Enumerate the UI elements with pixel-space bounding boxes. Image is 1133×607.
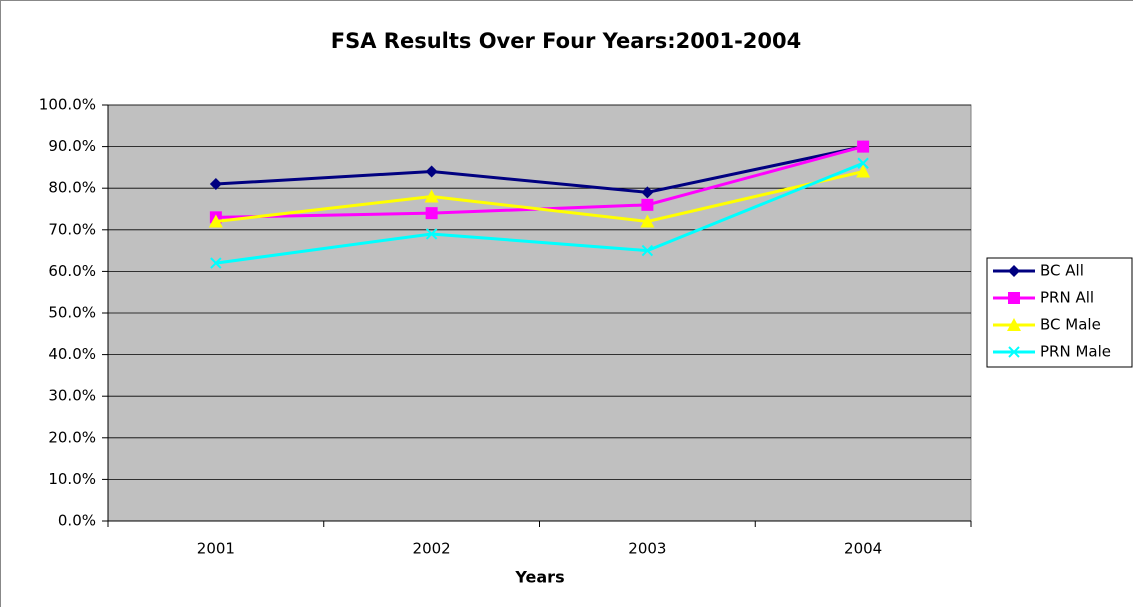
series-line: [215, 145, 864, 194]
chart-title: FSA Results Over Four Years:2001-2004: [331, 29, 802, 53]
legend-label: PRN All: [1040, 289, 1094, 307]
y-tick-label: 70.0%: [48, 220, 96, 238]
marker: [1008, 346, 1020, 358]
marker: [209, 178, 222, 191]
legend-label: BC All: [1040, 262, 1084, 280]
y-tick-label: 40.0%: [48, 345, 96, 363]
marker: [1007, 318, 1021, 331]
x-tick-label: 2003: [628, 540, 666, 558]
marker: [640, 214, 655, 228]
marker: [641, 198, 654, 211]
series-line: [215, 170, 864, 223]
marker: [857, 157, 869, 169]
marker: [641, 186, 654, 199]
marker: [424, 189, 439, 203]
x-tick-label: 2002: [413, 540, 451, 558]
marker: [210, 257, 222, 269]
marker: [1008, 265, 1020, 277]
legend-label: BC Male: [1040, 316, 1101, 334]
marker: [1008, 292, 1020, 304]
marker: [425, 165, 438, 178]
marker: [857, 140, 870, 153]
y-tick-label: 90.0%: [48, 137, 96, 155]
y-tick-label: 20.0%: [48, 428, 96, 446]
marker: [641, 244, 654, 257]
y-tick-label: 50.0%: [48, 304, 96, 322]
y-tick-label: 100.0%: [39, 96, 96, 114]
y-tick-label: 0.0%: [58, 512, 96, 530]
legend-label: PRN Male: [1040, 343, 1111, 361]
y-tick-label: 10.0%: [48, 470, 96, 488]
marker: [208, 214, 223, 228]
x-axis-title: Years: [514, 568, 564, 587]
marker: [425, 207, 438, 220]
y-tick-label: 80.0%: [48, 179, 96, 197]
marker: [856, 164, 871, 178]
x-tick-label: 2004: [844, 540, 882, 558]
marker: [425, 228, 438, 240]
series-line: [215, 161, 864, 265]
y-tick-label: 60.0%: [48, 262, 96, 280]
y-tick-label: 30.0%: [48, 387, 96, 405]
x-tick-label: 2001: [197, 540, 235, 558]
